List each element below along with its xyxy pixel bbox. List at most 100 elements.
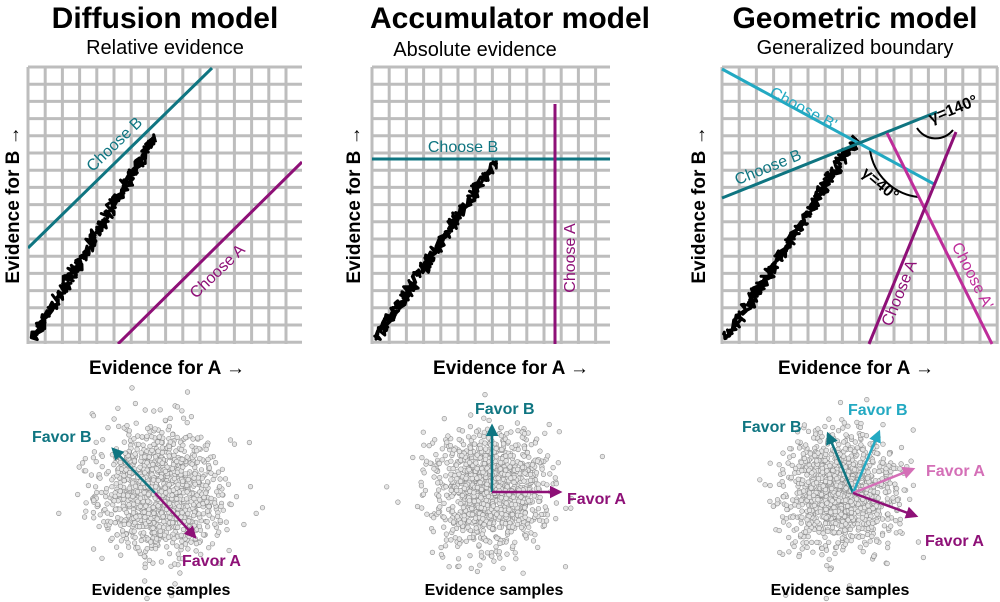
sample-dot [792,539,798,545]
sample-dot [532,440,539,446]
sample-dot [830,424,836,431]
sample-dot [179,509,185,516]
sample-dot [837,483,843,489]
sample-dot [829,486,835,492]
sample-dot [227,437,234,443]
samples-label: Evidence samples [425,582,564,599]
sample-dot [246,439,252,446]
sample-dot [527,477,534,484]
sample-dot [796,553,802,560]
sample-dot [123,509,130,516]
sample-dot [395,499,401,505]
sample-dot [148,515,154,522]
sample-dot [219,466,225,472]
sample-dot [141,509,147,515]
sample-dot [829,498,835,504]
sample-dot [126,502,132,508]
sample-dot [489,553,495,559]
panel-geometric: Geometric model Generalized boundary Cho… [689,2,999,602]
sample-dot [798,497,804,503]
sample-dot [215,513,221,520]
sample-dot [228,501,234,508]
sample-dot [474,475,480,481]
sample-dot [125,493,131,499]
sample-dot [780,470,786,476]
sample-dot [118,538,124,544]
sample-dot [215,560,221,566]
sample-dot [456,563,462,569]
sample-dot [810,492,817,499]
sample-dot [817,509,824,515]
sample-dot [800,477,806,483]
sample-dot [93,459,99,465]
sample-dot [535,544,541,551]
sample-dot [466,518,472,524]
sample-dot [181,415,187,421]
sample-dot [871,468,878,474]
sample-dot [212,500,218,506]
sample-dot [799,468,805,474]
sample-dot [825,528,831,535]
sample-dot [224,526,230,533]
sample-dot [553,500,560,506]
sample-dot [472,441,478,447]
sample-dot [822,457,828,464]
sample-dot [115,405,121,411]
sample-dot [496,484,502,490]
sample-dot [522,514,528,520]
sample-dot [215,469,222,475]
sample-dot [477,479,483,486]
sample-dot [500,565,506,571]
sample-dot [90,413,97,419]
sample-dot [547,471,553,477]
sample-dot [167,439,173,445]
sample-dot [441,416,447,422]
sample-dot [487,513,494,519]
sample-dot [546,421,552,428]
sample-dot [56,510,62,517]
sample-dot [897,516,903,523]
sample-dot [138,485,144,491]
sample-dot [780,494,787,500]
sample-dot [474,484,481,491]
sample-dot [832,509,838,515]
sample-dot [220,507,226,513]
samples-label: Evidence samples [771,582,910,599]
sample-dot [776,462,782,468]
sample-dot [786,522,792,528]
sample-dot [498,460,504,466]
sample-dot [795,476,801,482]
sample-dot [532,512,539,518]
sample-dot [473,460,479,466]
sample-dot [822,520,829,527]
sample-dot [448,537,454,543]
sample-dot [483,446,489,452]
sample-dot [253,510,259,517]
sample-dot [179,408,185,414]
sample-dot [159,460,165,466]
sample-dot [518,524,525,531]
sample-dot [83,500,89,506]
sample-dot [146,454,152,460]
sample-dot [222,476,229,482]
sample-dot [471,434,477,440]
sample-dot [206,503,212,510]
sample-dot [837,399,844,406]
sample-dot [516,517,522,524]
sample-dot [467,445,474,451]
sample-dot [503,453,509,459]
sample-dot [803,539,810,546]
sample-dot [466,498,473,504]
sample-dot [824,500,830,506]
panel-title: Diffusion model [52,2,279,35]
sample-dot [518,494,524,500]
sample-dot [177,570,183,576]
sample-dot [897,529,903,535]
sample-dot [436,493,442,499]
sample-dot [874,511,880,517]
sample-dot [456,448,463,455]
sample-dot [83,468,89,474]
sample-dot [890,495,896,501]
sample-dot [798,532,804,538]
sample-dot [521,453,527,459]
